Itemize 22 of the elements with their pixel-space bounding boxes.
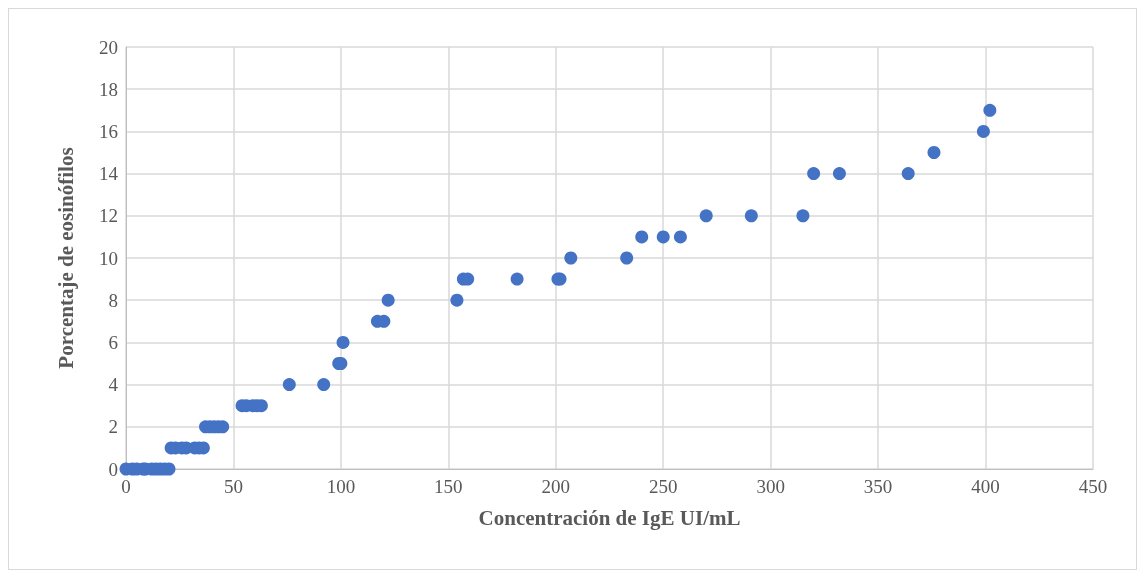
x-tick-label: 450	[1078, 476, 1108, 497]
y-tick-label: 0	[108, 458, 118, 480]
y-tick-label: 14	[99, 163, 119, 185]
y-tick-label: 6	[108, 331, 118, 353]
y-tick-label: 18	[99, 78, 118, 100]
y-tick-label: 10	[99, 247, 118, 269]
x-tick-label: 50	[223, 476, 243, 497]
x-tick-label: 400	[971, 476, 1000, 497]
y-axis-title: Porcentaje de eosinófilos	[53, 147, 78, 369]
y-tick-label: 16	[99, 120, 118, 142]
x-tick-label: 300	[756, 476, 785, 497]
y-tick-label: 12	[99, 205, 118, 227]
x-tick-label: 200	[541, 476, 571, 497]
y-tick-label: 4	[108, 374, 119, 396]
y-tick-label: 2	[108, 416, 118, 438]
x-tick-label: 100	[326, 476, 356, 497]
y-tick-label: 20	[99, 36, 118, 58]
x-tick-label: 350	[863, 476, 893, 497]
x-tick-label: 150	[434, 476, 463, 497]
x-tick-label: 250	[648, 476, 678, 497]
x-axis-title: Concentración de IgE UI/mL	[478, 505, 741, 530]
y-tick-label: 8	[108, 289, 118, 311]
